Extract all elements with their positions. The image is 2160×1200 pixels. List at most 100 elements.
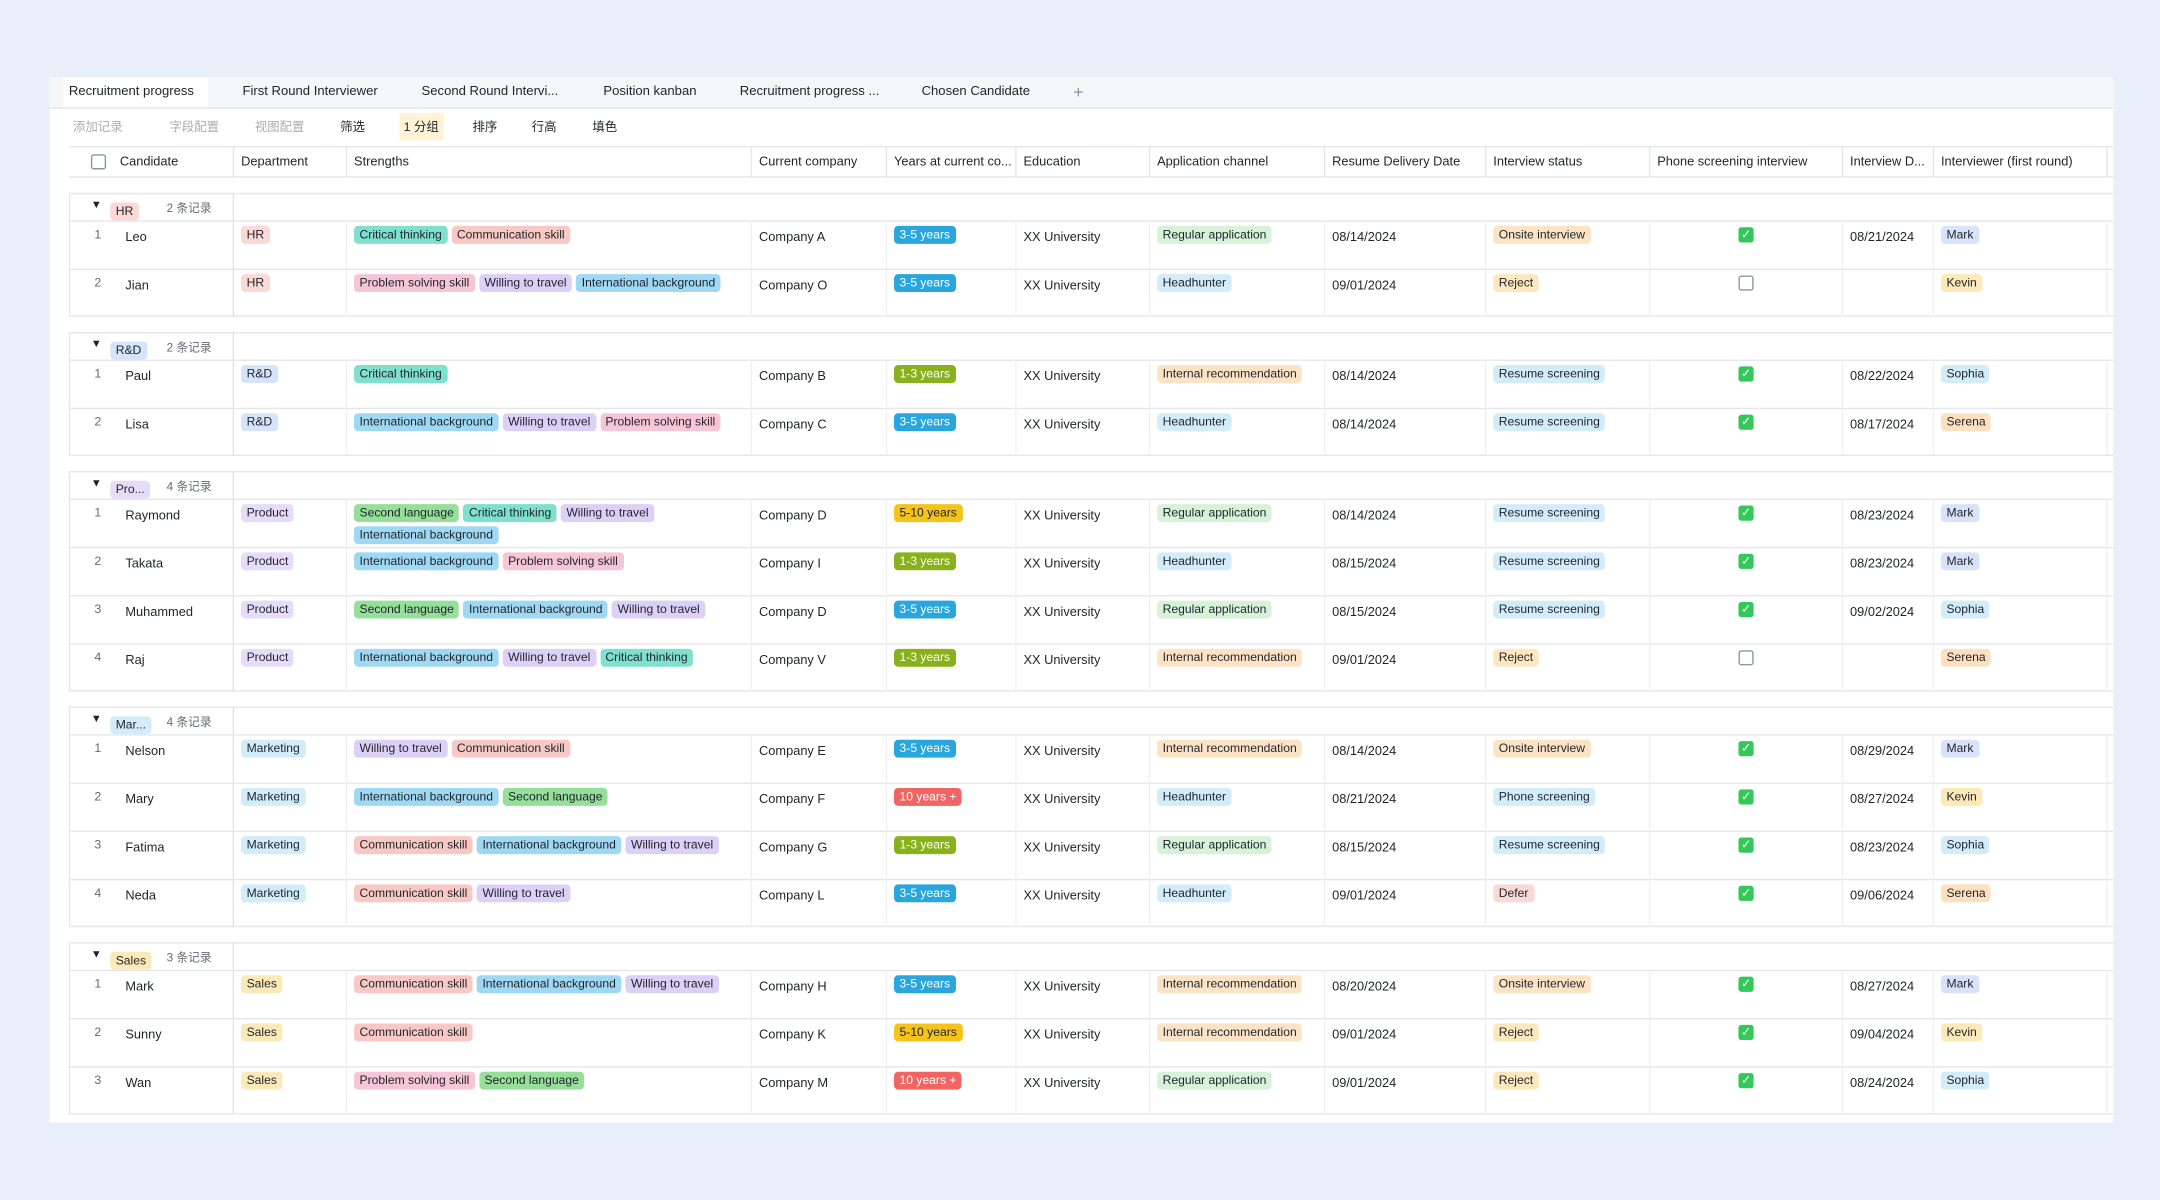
channel-tag: Regular application — [1157, 836, 1272, 855]
checkbox[interactable]: ✓ — [1738, 505, 1754, 521]
column-header[interactable]: Strengths — [347, 146, 753, 178]
column-line — [2106, 268, 2108, 317]
tab[interactable]: Position kanban — [603, 84, 697, 100]
column-header[interactable]: Department — [234, 146, 348, 178]
tag-cell: Phone screening — [1493, 787, 1646, 810]
column-line — [1841, 498, 1844, 547]
tag-cell: Marketing — [241, 739, 343, 762]
column-line — [1148, 830, 1151, 879]
toolbar-button[interactable]: 字段配置 — [169, 119, 220, 134]
column-line — [1323, 1066, 1326, 1115]
checkbox[interactable]: ✓ — [1738, 227, 1754, 243]
column-line — [1841, 1018, 1844, 1067]
tab[interactable]: Recruitment progress — [63, 77, 208, 108]
tab[interactable]: Second Round Intervi... — [421, 84, 559, 100]
cell-text: 09/01/2024 — [1332, 1075, 1397, 1090]
column-line — [1932, 268, 1935, 317]
toolbar-button[interactable]: 1 分组 — [399, 112, 443, 141]
column-line — [1323, 878, 1326, 928]
cell-text: Company K — [759, 1027, 826, 1042]
column-header[interactable]: Interviewer (first round) — [1934, 146, 2108, 178]
checkbox[interactable] — [1738, 650, 1754, 666]
add-tab-button[interactable]: + — [1073, 81, 1084, 102]
toolbar-button[interactable]: 行高 — [531, 119, 557, 134]
column-line — [1148, 546, 1151, 596]
collapse-arrow[interactable]: ▼ — [90, 947, 102, 961]
tab[interactable]: Chosen Candidate — [921, 84, 1030, 100]
tag-cell: Regular application — [1157, 836, 1321, 858]
column-line — [750, 407, 753, 456]
tab[interactable]: Recruitment progress ... — [739, 84, 880, 100]
column-header[interactable]: Interview D... — [1843, 146, 1935, 178]
group-name: Mar... — [110, 716, 152, 735]
select-all-checkbox[interactable] — [90, 154, 107, 170]
cell-text: XX University — [1023, 556, 1101, 571]
cell-text: XX University — [1023, 508, 1101, 523]
checkbox[interactable]: ✓ — [1738, 885, 1754, 901]
checkbox[interactable]: ✓ — [1738, 414, 1754, 430]
column-header[interactable]: Years at current co... — [887, 146, 1017, 178]
collapse-arrow[interactable]: ▼ — [90, 712, 102, 725]
collapse-arrow[interactable]: ▼ — [90, 198, 102, 211]
column-header[interactable]: Resume Delivery Date — [1325, 146, 1487, 178]
checkbox[interactable]: ✓ — [1738, 1073, 1754, 1089]
strength-tag: Communication skill — [354, 1023, 473, 1042]
status-tag: Reject — [1493, 274, 1539, 293]
column-line — [1648, 220, 1651, 269]
column-line — [345, 220, 348, 269]
column-header[interactable]: Current company — [752, 146, 888, 178]
toolbar-button[interactable]: 添加记录 — [73, 119, 123, 134]
column-line — [1484, 878, 1487, 928]
checkbox[interactable]: ✓ — [1738, 553, 1754, 569]
checkbox[interactable]: ✓ — [1738, 366, 1754, 382]
tag-cell: International background Willing to trave… — [354, 413, 748, 435]
column-header[interactable]: Candidate — [113, 146, 235, 178]
tag-cell: Sales — [241, 1071, 343, 1094]
checkbox[interactable] — [1738, 275, 1754, 291]
toolbar-button[interactable]: 排序 — [472, 119, 498, 134]
column-header[interactable]: Interview status — [1486, 146, 1651, 178]
checkbox[interactable]: ✓ — [1738, 601, 1754, 618]
tab[interactable]: First Round Interviewer — [242, 84, 378, 100]
interviewer-tag: Mark — [1940, 552, 1979, 571]
years-tag: 1-3 years — [894, 648, 956, 667]
interviewer-tag: Sophia — [1940, 1071, 1990, 1090]
channel-tag: Regular application — [1157, 504, 1272, 523]
column-line — [1323, 268, 1326, 317]
column-line — [1323, 969, 1326, 1019]
cell-text: Company G — [759, 840, 828, 855]
group-count: 4 条记录 — [166, 714, 212, 729]
collapse-arrow[interactable]: ▼ — [90, 337, 102, 350]
row-number: 2 — [94, 414, 102, 429]
strength-tag: International background — [354, 413, 499, 432]
cell-text: 08/23/2024 — [1850, 840, 1915, 855]
channel-tag: Headhunter — [1157, 552, 1232, 571]
checkbox[interactable]: ✓ — [1738, 837, 1754, 853]
column-line — [345, 546, 348, 596]
cell-text: 08/15/2024 — [1332, 556, 1397, 571]
cell-text: 08/27/2024 — [1850, 792, 1915, 806]
checkbox[interactable]: ✓ — [1738, 976, 1754, 992]
checkbox[interactable]: ✓ — [1738, 741, 1754, 757]
column-header[interactable]: Education — [1017, 146, 1151, 178]
column-line — [1648, 969, 1651, 1019]
row-number: 2 — [94, 553, 102, 568]
column-header[interactable]: Application channel — [1150, 146, 1326, 178]
column-line — [1932, 595, 1935, 644]
cell-text: 08/23/2024 — [1850, 556, 1915, 571]
checkbox[interactable]: ✓ — [1738, 789, 1754, 805]
status-tag: Reject — [1493, 1023, 1539, 1042]
collapse-arrow[interactable]: ▼ — [90, 476, 102, 490]
toolbar-button[interactable]: 填色 — [592, 119, 618, 134]
toolbar-button[interactable]: 视图配置 — [254, 119, 305, 134]
column-line — [750, 268, 753, 317]
department-tag: R&D — [241, 413, 278, 432]
toolbar-button[interactable]: 筛选 — [340, 119, 366, 134]
cell-text: Company M — [759, 1075, 829, 1090]
row-line — [68, 1018, 2114, 1020]
column-header[interactable]: Phone screening interview — [1650, 146, 1844, 178]
status-tag: Resume screening — [1493, 836, 1606, 855]
cell-text: 09/06/2024 — [1850, 888, 1915, 903]
checkbox[interactable]: ✓ — [1738, 1024, 1754, 1041]
group-label: HR — [110, 197, 143, 225]
